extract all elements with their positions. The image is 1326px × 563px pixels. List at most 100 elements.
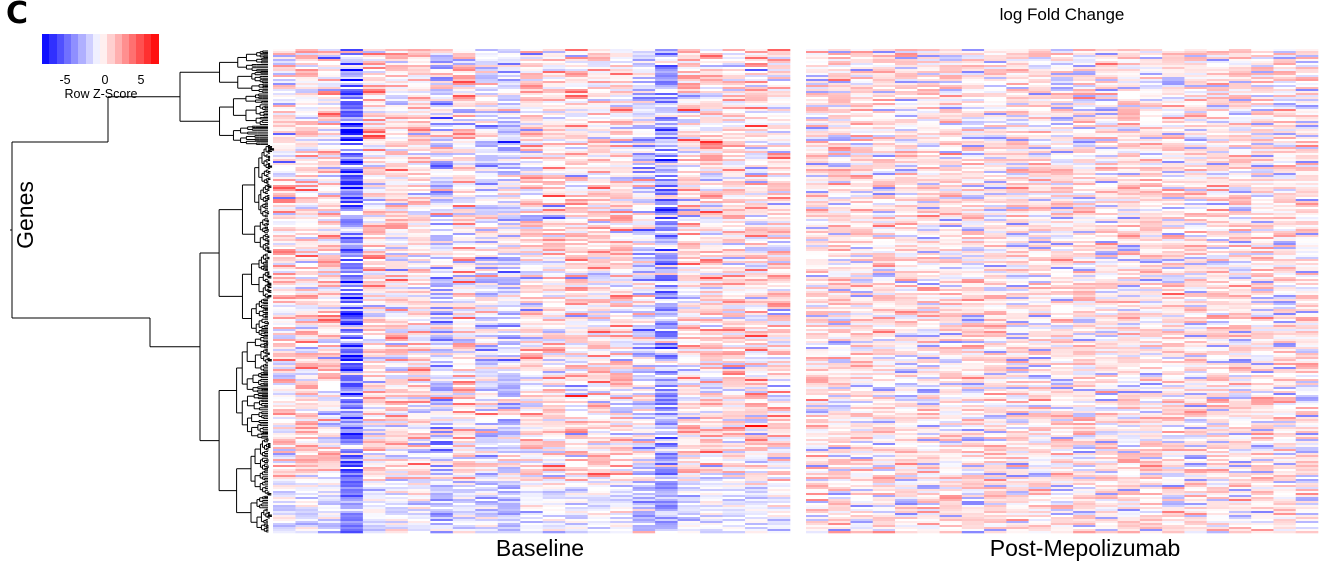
heatmap-cell [610,149,633,152]
heatmap-cell [632,491,656,494]
heatmap-cell [520,165,544,168]
heatmap-cell [655,211,678,214]
heatmap-cell [385,403,409,406]
heatmap-cell [587,395,611,398]
heatmap-cell [677,113,701,116]
heatmap-cell [407,459,431,462]
heatmap-cell [700,475,723,478]
heatmap-cell [340,233,364,236]
heatmap-cell [632,531,656,534]
heatmap-cell [700,113,723,116]
heatmap-cell [632,129,656,132]
heatmap-cell [722,89,746,92]
heatmap-cell [565,529,588,532]
heatmap-cell [587,277,611,280]
heatmap-cell [520,71,544,74]
heatmap-cell [700,355,723,358]
heatmap-cell [295,249,319,252]
heatmap-cell [632,357,656,360]
heatmap-cell [385,433,409,436]
heatmap-cell [340,251,364,254]
heatmap-cell [273,129,296,132]
heatmap-cell [295,319,319,322]
heatmap-cell [655,293,678,296]
heatmap-cell [407,465,431,468]
heatmap-cell [565,321,588,324]
heatmap-cell [565,377,588,380]
heatmap-cell [520,89,544,92]
heatmap-cell [273,237,296,240]
heatmap-cell [722,211,746,214]
heatmap-cell [632,115,656,118]
heatmap-cell [385,303,409,306]
heatmap-cell [722,203,746,206]
heatmap-cell [362,99,386,102]
heatmap-cell [520,511,544,514]
heatmap-cell [407,371,431,374]
heatmap-cell [273,159,296,162]
heatmap-cell [273,397,296,400]
heatmap-cell [452,507,476,510]
heatmap-cell [362,273,386,276]
heatmap-cell [273,483,296,486]
heatmap-cell [475,515,499,518]
heatmap-cell [700,339,723,342]
heatmap-cell [385,339,409,342]
heatmap-cell [430,153,454,156]
heatmap-cell [497,425,521,428]
color-key-cell [78,34,86,64]
heatmap-cell [317,333,341,336]
heatmap-cell [295,491,319,494]
heatmap-cell [340,209,364,212]
heatmap-cell [542,185,566,188]
heatmap-cell [632,497,656,500]
heatmap-cell [610,529,633,532]
heatmap-cell [273,229,296,232]
heatmap-cell [385,275,409,278]
heatmap-cell [722,109,746,112]
heatmap-cell [722,247,746,250]
heatmap-cell [677,269,701,272]
heatmap-cell [587,203,611,206]
heatmap-cell [520,483,544,486]
heatmap-cell [407,283,431,286]
heatmap-cell [317,505,341,508]
heatmap-cell [677,195,701,198]
heatmap-cell [475,307,499,310]
heatmap-cell [452,383,476,386]
heatmap-cell [700,147,723,150]
heatmap-cell [677,461,701,464]
heatmap-cell [407,257,431,260]
heatmap-cell [295,447,319,450]
heatmap-cell [677,105,701,108]
heatmap-cell [542,339,566,342]
heatmap-cell [452,403,476,406]
heatmap-cell [610,447,633,450]
heatmap-cell [385,281,409,284]
heatmap-cell [362,277,386,280]
heatmap-cell [430,113,454,116]
heatmap-cell [587,189,611,192]
heatmap-cell [295,431,319,434]
heatmap-cell [700,495,723,498]
heatmap-cell [452,303,476,306]
heatmap-cell [407,263,431,266]
heatmap-cell [655,195,678,198]
heatmap-cell [610,273,633,276]
heatmap-cell [655,233,678,236]
heatmap-cell [722,149,746,152]
heatmap-cell [452,405,476,408]
heatmap-cell [632,179,656,182]
heatmap-cell [273,457,296,460]
heatmap-cell [677,89,701,92]
heatmap-cell [542,195,566,198]
heatmap-cell [722,55,746,58]
heatmap-cell [587,199,611,202]
heatmap-cell [632,403,656,406]
heatmap-cell [317,311,341,314]
heatmap-cell [700,229,723,232]
heatmap-cell [655,321,678,324]
heatmap-cell [362,333,386,336]
heatmap-cell [632,133,656,136]
heatmap-cell [340,477,364,480]
